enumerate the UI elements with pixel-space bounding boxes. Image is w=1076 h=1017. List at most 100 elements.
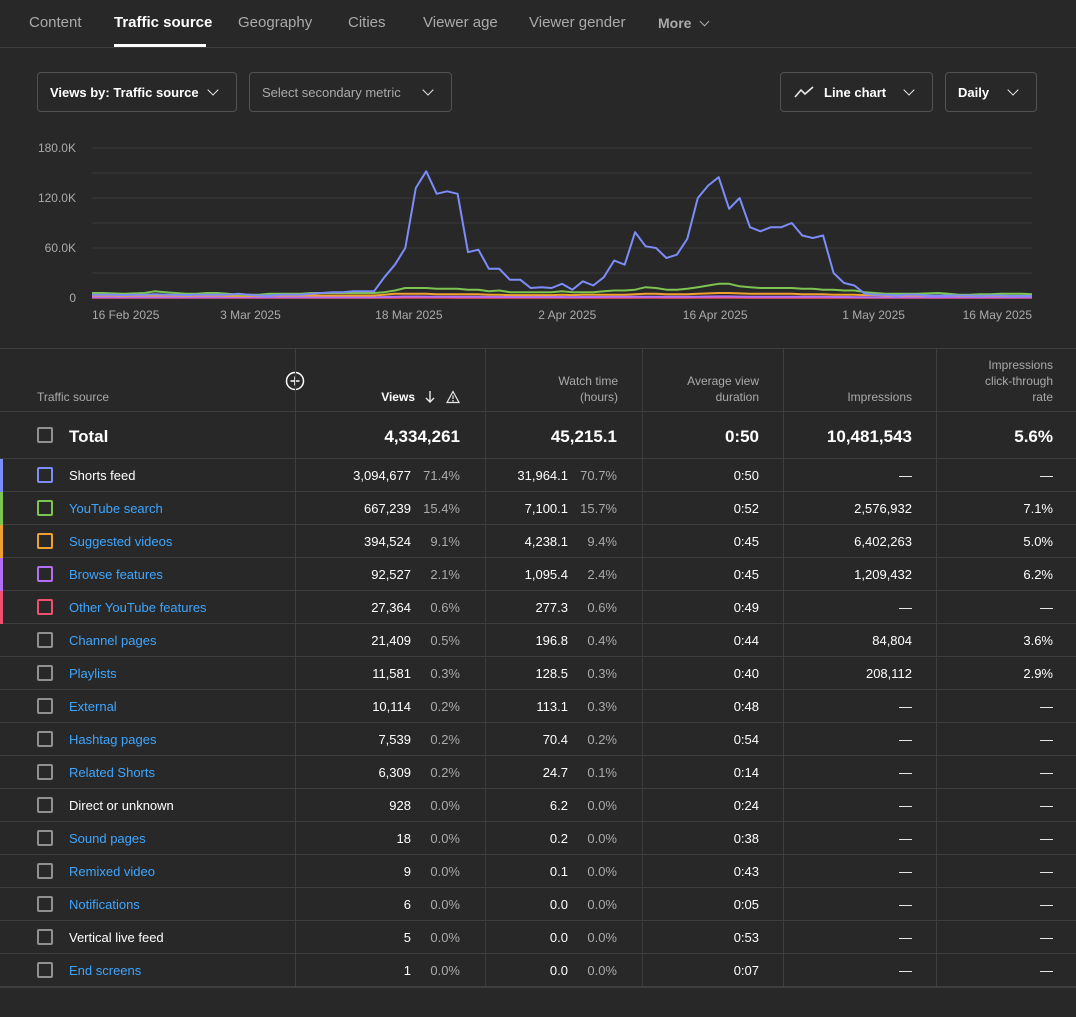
row-checkbox[interactable] (37, 500, 53, 516)
row-checkbox[interactable] (37, 665, 53, 681)
views-percent: 0.0% (430, 930, 460, 945)
row-checkbox[interactable] (37, 731, 53, 747)
watch-time-value: 0.0 (549, 930, 568, 945)
row-checkbox[interactable] (37, 830, 53, 846)
table-row: External 10,114 0.2% 113.1 0.3% 0:48 — — (0, 690, 1076, 723)
traffic-source-name[interactable]: Notifications (69, 897, 140, 912)
series-color-stripe (0, 558, 3, 591)
traffic-source-name[interactable]: Browse features (69, 567, 163, 582)
watch-time-value: 70.4 (542, 732, 568, 747)
total-label: Total (69, 427, 109, 446)
header-average-view-duration[interactable]: Average view duration (643, 373, 759, 405)
header-impressions[interactable]: Impressions (847, 390, 912, 404)
views-value: 21,409 (371, 633, 411, 648)
views-percent: 0.5% (430, 633, 460, 648)
total-impressions: 10,481,543 (826, 427, 912, 446)
tab-more[interactable]: More (658, 15, 710, 31)
impressions-value: 1,209,432 (854, 567, 912, 582)
series-line[interactable] (92, 295, 1032, 299)
total-views: 4,334,261 (384, 427, 460, 446)
views-percent: 0.6% (430, 600, 460, 615)
header-traffic-source: Traffic source (37, 390, 110, 404)
views-percent: 0.2% (430, 732, 460, 747)
sort-descending-icon[interactable] (424, 390, 436, 404)
views-value: 6 (403, 897, 411, 912)
tab-traffic-source[interactable]: Traffic source (114, 14, 213, 31)
secondary-metric-dropdown[interactable]: Select secondary metric (249, 72, 452, 112)
table-row: Shorts feed 3,094,677 71.4% 31,964.1 70.7% 0:… (0, 459, 1076, 492)
impressions-value: 84,804 (872, 633, 912, 648)
chevron-down-icon (1007, 84, 1019, 96)
impressions-value: — (899, 765, 912, 780)
header-watch-time-line1: Watch time (558, 374, 618, 388)
traffic-source-name[interactable]: Channel pages (69, 633, 157, 648)
tab-viewer-gender[interactable]: Viewer gender (529, 14, 626, 31)
impressions-value: — (899, 600, 912, 615)
header-avd-line1: Average view (687, 374, 759, 388)
table-row: Channel pages 21,409 0.5% 196.8 0.4% 0:44 84,8… (0, 624, 1076, 657)
views-value: 928 (389, 798, 411, 813)
header-ctr-line3: rate (1032, 390, 1053, 404)
x-tick-label: 1 May 2025 (842, 308, 905, 322)
row-checkbox[interactable] (37, 533, 53, 549)
series-line[interactable] (92, 170, 1032, 297)
y-tick-label: 180.0K (38, 141, 76, 155)
views-value: 10,114 (372, 699, 411, 714)
row-checkbox[interactable] (37, 566, 53, 582)
row-checkbox[interactable] (37, 764, 53, 780)
row-checkbox[interactable] (37, 962, 53, 978)
ctr-value: — (1040, 798, 1053, 813)
tab-content[interactable]: Content (29, 14, 82, 31)
views-line-chart: 180.0K 120.0K 60.0K 0 16 Feb 2025 3 Mar 2025 1… (38, 141, 1033, 322)
traffic-source-name[interactable]: Other YouTube features (69, 600, 207, 615)
row-checkbox[interactable] (37, 467, 53, 483)
chart-type-dropdown[interactable]: Line chart (780, 72, 933, 112)
header-views[interactable]: Views (381, 390, 415, 404)
watch-time-percent: 0.2% (587, 732, 617, 747)
impressions-value: 6,402,263 (854, 534, 912, 549)
avd-value: 0:48 (733, 699, 759, 714)
table-row: Playlists 11,581 0.3% 128.5 0.3% 0:40 208,112 2… (0, 657, 1076, 690)
tab-viewer-age[interactable]: Viewer age (423, 14, 498, 31)
y-tick-label: 0 (69, 291, 76, 305)
traffic-source-name[interactable]: Suggested videos (69, 534, 173, 549)
traffic-source-name[interactable]: Playlists (69, 666, 117, 681)
traffic-source-name[interactable]: Sound pages (69, 831, 146, 846)
watch-time-percent: 70.7% (580, 468, 617, 483)
total-checkbox[interactable] (37, 427, 53, 443)
avd-value: 0:50 (733, 468, 759, 483)
series-line[interactable] (92, 282, 1033, 296)
traffic-source-name[interactable]: Related Shorts (69, 765, 155, 780)
row-checkbox[interactable] (37, 896, 53, 912)
active-tab-indicator (114, 44, 206, 47)
traffic-source-name[interactable]: End screens (69, 963, 142, 978)
granularity-dropdown[interactable]: Daily (945, 72, 1037, 112)
ctr-value: — (1040, 732, 1053, 747)
traffic-source-name: Direct or unknown (69, 798, 174, 813)
watch-time-value: 0.0 (549, 897, 568, 912)
views-percent: 0.3% (430, 666, 460, 681)
row-checkbox[interactable] (37, 863, 53, 879)
row-checkbox[interactable] (37, 599, 53, 615)
warning-icon[interactable] (446, 390, 460, 404)
tab-cities[interactable]: Cities (348, 14, 386, 31)
watch-time-percent: 0.3% (587, 699, 617, 714)
row-checkbox[interactable] (37, 698, 53, 714)
header-ctr-line1: Impressions (988, 358, 1053, 372)
traffic-source-name[interactable]: Remixed video (69, 864, 155, 879)
primary-metric-dropdown[interactable]: Views by: Traffic source (37, 72, 237, 112)
watch-time-percent: 0.0% (587, 897, 617, 912)
row-checkbox[interactable] (37, 929, 53, 945)
traffic-source-name[interactable]: YouTube search (69, 501, 163, 516)
traffic-source-name[interactable]: External (69, 699, 117, 714)
row-checkbox[interactable] (37, 632, 53, 648)
column-divider (936, 348, 937, 988)
traffic-source-name[interactable]: Hashtag pages (69, 732, 157, 747)
chart-type-label: Line chart (824, 84, 887, 100)
tab-geography[interactable]: Geography (238, 14, 313, 31)
header-watch-time[interactable]: Watch time (hours) (486, 373, 618, 405)
table-row: Direct or unknown 928 0.0% 6.2 0.0% 0:24 — — (0, 789, 1076, 822)
row-checkbox[interactable] (37, 797, 53, 813)
header-ctr[interactable]: Impressions click-through rate (937, 357, 1053, 405)
avd-value: 0:54 (733, 732, 759, 747)
